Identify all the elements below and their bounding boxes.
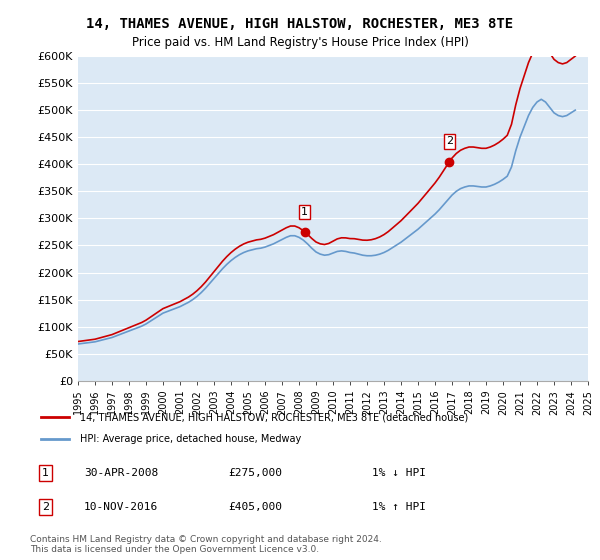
Text: 1: 1: [42, 468, 49, 478]
Text: 2: 2: [42, 502, 49, 512]
Text: £405,000: £405,000: [228, 502, 282, 512]
Text: 14, THAMES AVENUE, HIGH HALSTOW, ROCHESTER, ME3 8TE: 14, THAMES AVENUE, HIGH HALSTOW, ROCHEST…: [86, 17, 514, 31]
Text: 1% ↑ HPI: 1% ↑ HPI: [372, 502, 426, 512]
Text: £275,000: £275,000: [228, 468, 282, 478]
Text: 2: 2: [446, 137, 453, 146]
Text: HPI: Average price, detached house, Medway: HPI: Average price, detached house, Medw…: [80, 435, 301, 445]
Text: 14, THAMES AVENUE, HIGH HALSTOW, ROCHESTER, ME3 8TE (detached house): 14, THAMES AVENUE, HIGH HALSTOW, ROCHEST…: [80, 412, 468, 422]
Text: 1% ↓ HPI: 1% ↓ HPI: [372, 468, 426, 478]
Text: 30-APR-2008: 30-APR-2008: [84, 468, 158, 478]
Text: Contains HM Land Registry data © Crown copyright and database right 2024.
This d: Contains HM Land Registry data © Crown c…: [30, 535, 382, 554]
Text: 10-NOV-2016: 10-NOV-2016: [84, 502, 158, 512]
Text: 1: 1: [301, 207, 308, 217]
Text: Price paid vs. HM Land Registry's House Price Index (HPI): Price paid vs. HM Land Registry's House …: [131, 36, 469, 49]
